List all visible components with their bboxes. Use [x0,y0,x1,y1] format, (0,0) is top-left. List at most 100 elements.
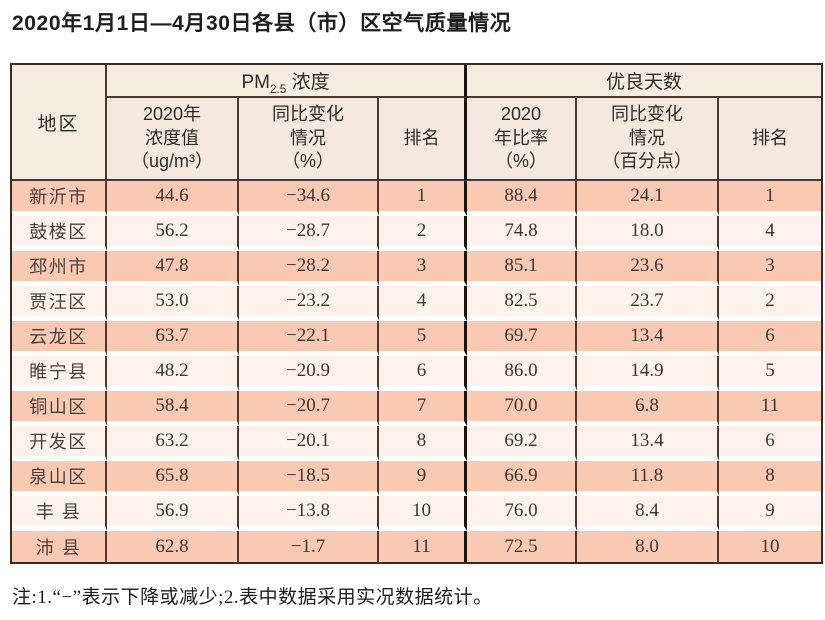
gd-rate-cell: 74.8 [467,216,578,251]
pm-change-cell: −28.7 [239,216,379,251]
gd-rate-cell: 72.5 [467,531,578,562]
table-row: 鼓楼区 56.2 −28.7 2 74.8 18.0 4 [12,216,822,251]
region-cell: 邳州市 [12,251,107,286]
pm-change-cell: −20.7 [239,391,379,426]
region-cell: 云龙区 [12,321,107,356]
pm-rank-cell: 2 [379,216,468,251]
pm-change-cell: −22.1 [239,321,379,356]
pm-value-cell: 48.2 [107,356,239,391]
pm-change-cell: −13.8 [239,496,379,531]
gd-change-cell: 11.8 [577,461,720,496]
pm25-suffix: 浓度 [286,72,330,93]
header-pm25-group: PM2.5 浓度 [107,65,468,98]
pm25-group-label: PM2.5 浓度 [241,72,330,96]
pm-value-cell: 53.0 [107,286,239,321]
pm-value-cell: 47.8 [107,251,239,286]
pm-value-cell: 44.6 [107,181,239,216]
pm-change-cell: −18.5 [239,461,379,496]
gd-rank-cell: 2 [719,286,822,321]
gd-change-cell: 14.9 [577,356,720,391]
pm-rank-cell: 1 [379,181,468,216]
pm-rank-cell: 11 [379,531,468,562]
region-cell: 丰 县 [12,496,107,531]
pm-rank-cell: 4 [379,286,468,321]
gd-rank-cell: 9 [719,496,822,531]
pm-rank-cell: 6 [379,356,468,391]
footnote: 注:1.“−”表示下降或减少;2.表中数据采用实况数据统计。 [12,587,493,608]
pm-value-cell: 62.8 [107,531,239,562]
pm-change-cell: −20.1 [239,426,379,461]
table-row: 丰 县 56.9 −13.8 10 76.0 8.4 9 [12,496,822,531]
pm-change-cell: −34.6 [239,181,379,216]
table-row: 沛 县 62.8 −1.7 11 72.5 8.0 10 [12,531,822,562]
gd-change-cell: 13.4 [577,321,720,356]
table-row: 新沂市 44.6 −34.6 1 88.4 24.1 1 [12,181,822,216]
header-pm-rank: 排名 [379,98,468,181]
header-gd-rate: 2020 年比率 （%） [467,98,578,181]
table-row: 睢宁县 48.2 −20.9 6 86.0 14.9 5 [12,356,822,391]
pm-rank-cell: 8 [379,426,468,461]
pm-change-cell: −1.7 [239,531,379,562]
region-cell: 泉山区 [12,461,107,496]
pm-rank-cell: 3 [379,251,468,286]
gd-rate-cell: 69.7 [467,321,578,356]
table-row: 开发区 63.2 −20.1 8 69.2 13.4 6 [12,426,822,461]
header-pm-value: 2020年 浓度值 （ug/m³） [107,98,239,181]
pm-rank-cell: 7 [379,391,468,426]
header-region: 地区 [12,65,107,181]
gd-rank-cell: 3 [719,251,822,286]
pm-change-cell: −28.2 [239,251,379,286]
region-cell: 贾汪区 [12,286,107,321]
gd-change-cell: 23.7 [577,286,720,321]
pm-rank-cell: 10 [379,496,468,531]
gd-change-cell: 23.6 [577,251,720,286]
region-cell: 沛 县 [12,531,107,562]
region-cell: 睢宁县 [12,356,107,391]
region-cell: 新沂市 [12,181,107,216]
gd-rate-cell: 86.0 [467,356,578,391]
table-body: 新沂市 44.6 −34.6 1 88.4 24.1 1 鼓楼区 56.2 −2… [12,181,822,562]
header-gd-change: 同比变化 情况 （百分点） [577,98,720,181]
gd-rate-cell: 85.1 [467,251,578,286]
region-cell: 鼓楼区 [12,216,107,251]
pm-value-cell: 63.7 [107,321,239,356]
pm-change-cell: −23.2 [239,286,379,321]
gd-change-cell: 6.8 [577,391,720,426]
page-title: 2020年1月1日—4月30日各县（市）区空气质量情况 [12,12,512,35]
gd-rank-cell: 11 [719,391,822,426]
region-cell: 铜山区 [12,391,107,426]
gd-rank-cell: 10 [719,531,822,562]
table-row: 铜山区 58.4 −20.7 7 70.0 6.8 11 [12,391,822,426]
pm-value-cell: 56.2 [107,216,239,251]
pm-value-cell: 65.8 [107,461,239,496]
header-good-days-group: 优良天数 [467,65,822,98]
gd-rank-cell: 6 [719,426,822,461]
pm-value-cell: 56.9 [107,496,239,531]
gd-rank-cell: 8 [719,461,822,496]
pm-change-cell: −20.9 [239,356,379,391]
table-header: 地区 PM2.5 浓度 优良天数 2020年 浓度值 （ug/m³） 同比变化 … [12,65,822,181]
header-pm-change: 同比变化 情况 （%） [239,98,379,181]
table-row: 邳州市 47.8 −28.2 3 85.1 23.6 3 [12,251,822,286]
gd-change-cell: 13.4 [577,426,720,461]
air-quality-table: 地区 PM2.5 浓度 优良天数 2020年 浓度值 （ug/m³） 同比变化 … [10,63,824,564]
gd-rank-cell: 6 [719,321,822,356]
gd-rank-cell: 4 [719,216,822,251]
table-row: 泉山区 65.8 −18.5 9 66.9 11.8 8 [12,461,822,496]
gd-rank-cell: 1 [719,181,822,216]
gd-rate-cell: 66.9 [467,461,578,496]
region-cell: 开发区 [12,426,107,461]
gd-change-cell: 18.0 [577,216,720,251]
gd-rate-cell: 82.5 [467,286,578,321]
pm25-subscript: 2.5 [269,82,287,96]
table-row: 贾汪区 53.0 −23.2 4 82.5 23.7 2 [12,286,822,321]
gd-rate-cell: 88.4 [467,181,578,216]
pm-rank-cell: 9 [379,461,468,496]
pm-value-cell: 58.4 [107,391,239,426]
gd-rate-cell: 69.2 [467,426,578,461]
pm25-prefix: PM [241,72,270,93]
table-row: 云龙区 63.7 −22.1 5 69.7 13.4 6 [12,321,822,356]
gd-rate-cell: 76.0 [467,496,578,531]
gd-rank-cell: 5 [719,356,822,391]
